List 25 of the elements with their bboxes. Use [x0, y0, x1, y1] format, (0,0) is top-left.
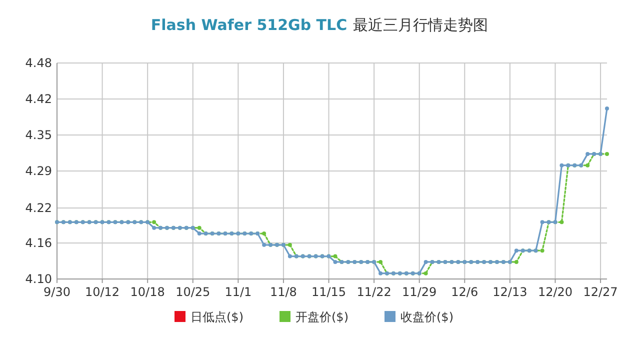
y-tick-label: 4.29 [25, 164, 52, 178]
legend-label: 日低点($) [190, 310, 244, 324]
x-tick-label: 11/22 [356, 285, 392, 299]
x-tick-label: 10/25 [176, 285, 210, 299]
x-tick-label: 12/20 [538, 285, 573, 299]
y-tick-label: 4.42 [25, 92, 52, 106]
x-tick-label: 11/1 [224, 285, 252, 299]
x-tick-label: 9/30 [44, 285, 70, 299]
y-tick-label: 4.35 [25, 128, 52, 142]
x-tick-label: 10/18 [130, 285, 165, 299]
legend-label: 收盘价($) [400, 310, 454, 324]
chart-title: Flash Wafer 512Gb TLC [150, 16, 348, 34]
y-tick-label: 4.48 [25, 56, 52, 70]
x-tick-label: 12/13 [492, 285, 528, 299]
y-tick-label: 4.10 [25, 272, 52, 286]
chart-subtitle: 最近三月行情走势图 [353, 16, 488, 34]
x-tick-label: 11/29 [402, 285, 437, 299]
legend-label: 开盘价($) [296, 310, 348, 324]
x-tick-label: 12/27 [583, 285, 618, 299]
x-tick-label: 12/6 [451, 285, 478, 299]
y-tick-label: 4.16 [25, 236, 52, 250]
x-tick-label: 10/12 [84, 285, 120, 299]
x-tick-label: 11/8 [270, 285, 297, 299]
y-tick-label: 4.22 [25, 201, 52, 216]
x-tick-label: 11/15 [311, 285, 346, 299]
